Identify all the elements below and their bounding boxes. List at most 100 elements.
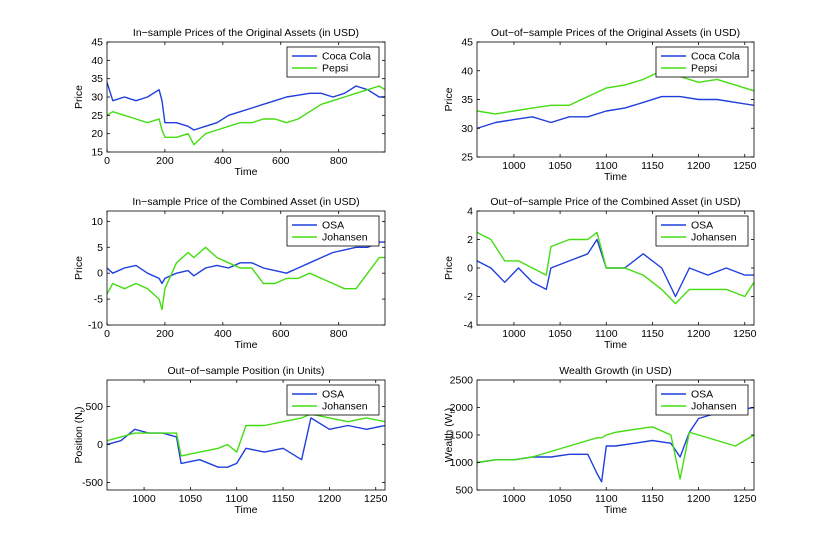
chart-4-legend-label-1: OSA [691,220,713,232]
chart-5-series-2-line [107,413,385,457]
chart-4-series-1-line [477,238,754,298]
chart-5-ylabel-subscript: t [78,409,87,412]
chart-6-legend-label-1: OSA [691,389,713,401]
chart-3-axes-box [106,210,386,326]
chart-2-xlabel: Time [604,171,627,183]
chart-6-xtick-label-2: 1050 [548,493,572,505]
chart-2-series-2-line [477,70,754,115]
chart-2-xtick-label-2: 1050 [548,160,572,172]
chart-6-xtick-label-5: 1200 [687,493,711,505]
chart-6-xlabel: Time [604,504,627,516]
chart-4-xtick-label-6: 1250 [733,328,757,340]
chart-5-xtick-label-2: 1050 [179,493,203,505]
chart-1-xtick-label-2: 200 [156,155,174,167]
chart-6-ytick-label-1: 500 [455,485,473,497]
chart-4-legend-label-2: Johansen [691,232,737,244]
chart-2-ytick-label-1: 25 [461,152,473,164]
chart-6-xtick-label-4: 1150 [641,493,664,505]
chart-3-ylabel: Price [73,256,85,280]
chart-4-xtick-label-3: 1100 [595,328,618,340]
chart-6-ylabel: Wealth (Wt) [443,408,457,462]
chart-3-xtick-label-3: 400 [214,328,232,340]
chart-2-xtick-label-3: 1100 [595,160,618,172]
chart-1-ytick-label-4: 30 [91,92,103,104]
chart-5-xtick-label-6: 1250 [364,493,388,505]
chart-5-ytick-label-2: 0 [97,439,103,451]
chart-3-ytick-label-1: -10 [88,320,103,332]
chart-6-xtick-label-6: 1250 [733,493,757,505]
chart-4-xlabel: Time [604,339,627,351]
chart-2-ytick-label-2: 30 [461,123,473,135]
chart-5-xtick-label-1: 1000 [132,493,156,505]
chart-5: 1000 1050 1100 1150 1200 1250 -500 0 500 Out−of−s… [73,365,388,516]
chart-1-xtick-label-5: 800 [330,155,348,167]
chart-1-ytick-label-5: 35 [91,73,103,85]
chart-6-ytick-label-2: 1000 [450,457,474,469]
chart-1-legend-label-2: Pepsi [322,63,348,75]
chart-3-series-2-line [107,246,385,311]
chart-2-legend-box [655,46,749,78]
chart-4-ytick-label-1: -4 [464,320,473,332]
chart-3-ylabel-main: Price [73,256,85,280]
chart-2-ytick-label-3: 35 [461,94,473,106]
chart-1-series-2-line [107,85,385,146]
chart-6-ytick-label-4: 2000 [450,402,474,414]
chart-3-title: In−sample Price of the Combined Asset (i… [132,196,359,208]
chart-3-legend-label-1: OSA [322,220,344,232]
chart-1-ylabel-main: Price [73,85,85,109]
chart-4: 1000 1050 1100 1150 1200 1250 -4 -2 0 2 4 Out−of−sa… [443,196,757,351]
chart-6-xtick-label-3: 1100 [595,493,618,505]
chart-2-xtick-label-6: 1250 [733,160,757,172]
chart-2-title: Out−of−sample Prices of the Original Ass… [491,27,740,39]
chart-1-series-1-line [107,82,385,131]
chart-3-xlabel: Time [235,339,258,351]
chart-4-xtick-label-5: 1200 [687,328,711,340]
chart-2-ylabel-main: Price [443,87,455,111]
chart-6-legend-box [655,384,749,416]
chart-1-xtick-label-3: 400 [214,155,232,167]
chart-2-ylabel: Price [443,87,455,111]
chart-1-ytick-label-7: 45 [91,37,103,49]
chart-6-legend-label-2: Johansen [691,401,737,413]
chart-1-ytick-label-1: 15 [91,147,103,159]
chart-4-series-2-line [477,231,754,305]
chart-1: 0 200 400 600 800 15 20 25 30 35 40 45 In−sample Pri… [73,27,386,178]
chart-6-ylabel-subscript: t [448,410,457,413]
chart-6-ylabel-suffix: ) [443,408,455,412]
chart-1-xtick-label-1: 0 [104,155,110,167]
chart-4-ytick-label-4: 2 [467,234,473,246]
chart-1-title: In−sample Prices of the Original Assets … [133,27,359,39]
chart-3-xtick-label-1: 0 [104,328,110,340]
chart-2-ytick-label-4: 40 [461,65,473,77]
chart-1-ytick-label-3: 25 [91,110,103,122]
chart-5-xtick-label-4: 1150 [272,493,295,505]
chart-2-legend-label-2: Pepsi [691,63,717,75]
chart-3-xtick-label-2: 200 [156,328,174,340]
chart-4-xtick-label-4: 1150 [641,328,664,340]
chart-1-ytick-label-2: 20 [91,128,103,140]
chart-4-ytick-label-5: 4 [467,206,473,218]
chart-1-legend-label-1: Coca Cola [322,51,371,63]
chart-5-ytick-label-1: -500 [82,477,103,489]
chart-4-legend-box [655,215,749,247]
chart-5-legend-label-1: OSA [322,389,344,401]
chart-5-xtick-label-5: 1200 [318,493,342,505]
chart-5-ylabel-suffix: ) [73,407,85,411]
chart-5-legend-label-2: Johansen [322,401,368,413]
chart-4-xtick-label-2: 1050 [548,328,572,340]
chart-2-xtick-label-4: 1150 [641,160,664,172]
chart-3-legend-box [286,215,380,247]
chart-1-legend-box [286,46,380,78]
chart-3-xtick-label-5: 800 [330,328,348,340]
chart-2-series-1-line [477,95,754,129]
chart-1-ytick-label-6: 40 [91,55,103,67]
chart-1-ylabel: Price [73,85,85,109]
chart-2-xtick-label-1: 1000 [502,160,526,172]
